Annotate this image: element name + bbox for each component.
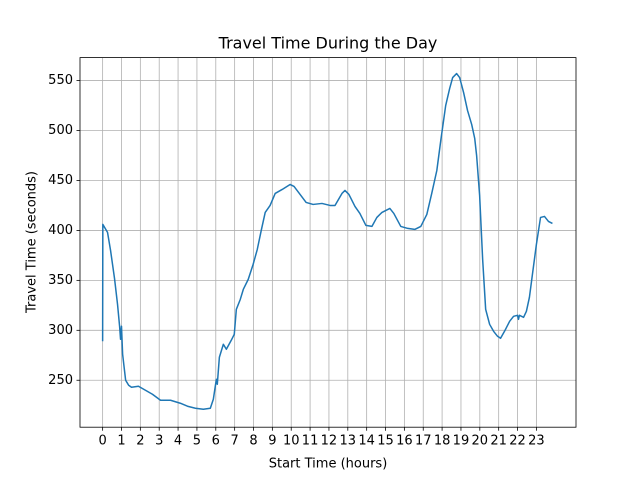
x-tick-label: 18 — [434, 434, 451, 449]
x-tick-label: 4 — [174, 434, 182, 449]
x-tick-label: 13 — [340, 434, 357, 449]
x-tick-label: 20 — [472, 434, 489, 449]
x-tick-label: 7 — [231, 434, 239, 449]
plot-frame — [79, 57, 577, 428]
x-tick-label: 10 — [283, 434, 300, 449]
y-axis-label: Travel Time (seconds) — [25, 171, 40, 314]
x-tick-label: 12 — [321, 434, 338, 449]
x-tick-label: 9 — [268, 434, 276, 449]
x-tick-label: 21 — [490, 434, 507, 449]
x-tick-label: 1 — [117, 434, 125, 449]
x-tick-label: 8 — [249, 434, 257, 449]
x-tick-label: 11 — [302, 434, 319, 449]
line — [101, 72, 553, 410]
x-tick-label: 15 — [377, 434, 394, 449]
x-tick-label: 0 — [98, 434, 106, 449]
x-tick-label: 19 — [453, 434, 470, 449]
x-tick-label: 17 — [415, 434, 432, 449]
y-tick-label: 500 — [48, 123, 73, 138]
x-tick-label: 14 — [358, 434, 375, 449]
y-tick-label: 300 — [48, 323, 73, 338]
x-tick-label: 2 — [136, 434, 144, 449]
y-tick-label: 350 — [48, 273, 73, 288]
y-tick-label: 250 — [48, 373, 73, 388]
x-axis-label: Start Time (hours) — [269, 457, 388, 472]
x-tick-label: 3 — [155, 434, 163, 449]
x-tick-label: 23 — [528, 434, 545, 449]
x-tick-label: 16 — [396, 434, 413, 449]
x-tick-label: 5 — [193, 434, 201, 449]
y-tick-label: 450 — [48, 173, 73, 188]
y-tick-label: 400 — [48, 223, 73, 238]
x-tick-label: 22 — [509, 434, 526, 449]
y-tick-label: 550 — [48, 73, 73, 88]
chart-title: Travel Time During the Day — [218, 34, 438, 53]
x-tick-label: 6 — [212, 434, 220, 449]
